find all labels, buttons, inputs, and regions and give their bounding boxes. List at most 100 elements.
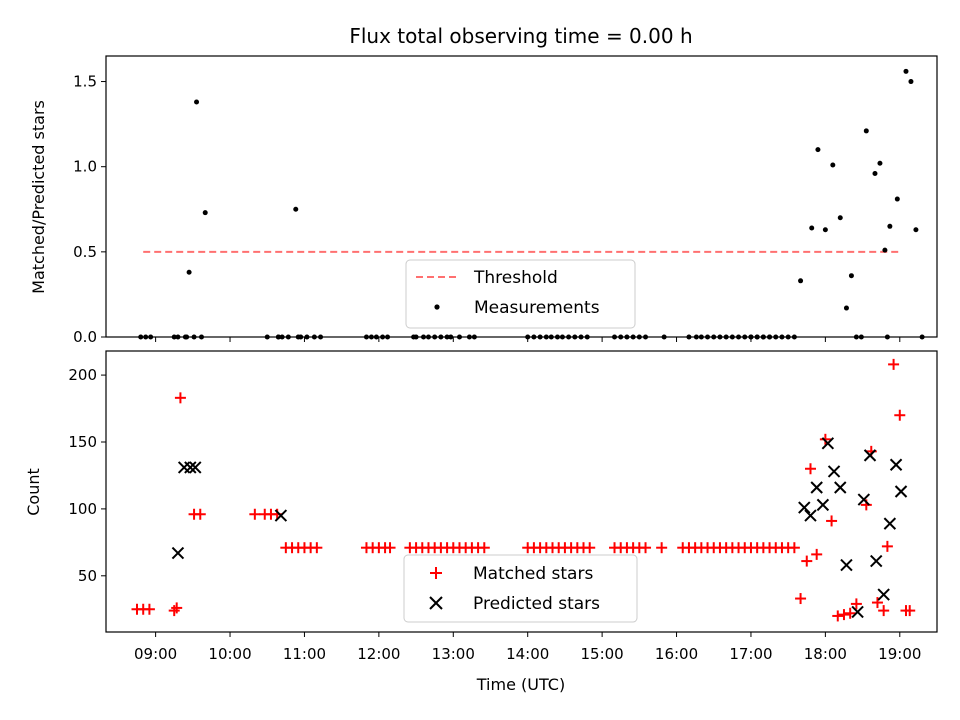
matched-star-point	[894, 409, 906, 421]
matched-star-point	[811, 548, 823, 560]
count-xtick-label: 13:00	[432, 645, 475, 663]
measurement-point	[903, 68, 909, 74]
measurement-point	[894, 196, 900, 202]
matched-star-point	[656, 542, 668, 554]
ratio-axes-frame	[105, 55, 938, 338]
predicted-star-point	[870, 554, 883, 568]
predicted-star-point	[184, 461, 197, 474]
count-xtick-label: 17:00	[729, 645, 772, 663]
count-y-ticks: 50 100 150 200	[68, 366, 106, 585]
matched-star-point	[819, 433, 831, 445]
measurement-point	[837, 215, 843, 221]
chart-title: Flux total observing time = 0.00 h	[349, 24, 692, 48]
matched-star-point	[844, 607, 856, 619]
measurement-point	[887, 223, 893, 229]
count-xtick-label: 11:00	[283, 645, 326, 663]
count-xtick-label: 16:00	[655, 645, 698, 663]
ratio-ytick-label: 0.5	[73, 243, 97, 261]
predicted-legend-label: Predicted stars	[473, 594, 600, 614]
matched-star-point	[171, 602, 183, 614]
matched-star-point	[640, 542, 652, 554]
matched-star-point	[174, 392, 186, 404]
measurement-point	[863, 128, 869, 134]
predicted-star-point	[804, 509, 817, 522]
measurements-legend-label: Measurements	[474, 298, 600, 318]
predicted-star-point	[889, 458, 903, 471]
predicted-star-point	[857, 493, 871, 506]
predicted-star-point	[274, 509, 288, 522]
measurement-point	[202, 210, 208, 216]
matched-star-point	[832, 610, 844, 622]
measurement-point	[815, 147, 821, 153]
predicted-legend-marker	[429, 596, 443, 610]
matched-star-point	[838, 609, 850, 621]
measurement-point	[913, 227, 919, 233]
predicted-star-point	[816, 498, 830, 512]
predicted-star-point	[827, 465, 841, 478]
ratio-plot-area	[138, 68, 925, 340]
ratio-ytick-label: 1.0	[73, 158, 97, 176]
matched-star-point	[384, 542, 396, 554]
count-xtick-label: 18:00	[804, 645, 847, 663]
measurement-point	[809, 225, 815, 231]
count-xtick-label: 12:00	[357, 645, 400, 663]
measurement-point	[186, 269, 192, 275]
predicted-star-point	[840, 558, 853, 572]
predicted-star-point	[894, 485, 908, 498]
predicted-star-point	[851, 605, 864, 619]
measurement-point	[798, 278, 804, 284]
matched-star-point	[904, 605, 916, 617]
measurement-point	[908, 79, 914, 85]
ratio-panel: Flux total observing time = 0.00 h 0.0 0.…	[29, 24, 938, 346]
count-ytick-label: 150	[68, 433, 97, 451]
predicted-star-point	[171, 546, 185, 560]
predicted-star-point	[821, 437, 835, 450]
ratio-legend: Threshold Measurements	[405, 259, 636, 329]
matched-star-point	[850, 598, 862, 610]
count-ytick-label: 200	[68, 366, 97, 384]
matched-legend-marker	[430, 567, 442, 579]
measurement-point	[822, 227, 828, 233]
matched-star-point	[871, 597, 883, 609]
count-xtick-label: 10:00	[208, 645, 251, 663]
count-ytick-label: 100	[68, 500, 97, 518]
x-axis-label: Time (UTC)	[476, 675, 565, 694]
measurement-point	[830, 162, 836, 168]
matched-star-point	[788, 542, 800, 554]
measurement-point	[194, 99, 200, 105]
matched-star-point	[311, 542, 323, 554]
predicted-star-point	[883, 517, 897, 530]
measurement-point	[882, 247, 888, 253]
matched-star-point	[878, 605, 890, 617]
measurement-point	[293, 206, 299, 212]
threshold-legend-label: Threshold	[473, 268, 558, 288]
time-x-ticks: 09:00 10:00 11:00 12:00 13:00 14:00 15:00 16:00…	[134, 337, 921, 663]
count-xtick-label: 14:00	[506, 645, 549, 663]
matched-star-point	[801, 555, 813, 567]
matched-star-point	[795, 593, 807, 605]
ratio-legend-box	[405, 259, 636, 329]
predicted-star-point	[834, 481, 847, 494]
matched-star-point	[168, 605, 180, 617]
predicted-star-point	[798, 501, 811, 514]
matched-star-point	[584, 542, 596, 554]
matched-star-point	[478, 542, 490, 554]
measurement-point	[877, 160, 883, 166]
measurement-point	[843, 305, 849, 311]
ratio-ytick-label: 0.0	[73, 328, 97, 346]
matched-legend-label: Matched stars	[473, 564, 593, 584]
count-y-axis-label: Count	[24, 468, 43, 516]
count-plot-area	[131, 358, 916, 622]
matched-star-point	[826, 515, 838, 527]
matched-star-point	[194, 508, 206, 520]
count-xtick-label: 15:00	[581, 645, 624, 663]
ratio-ytick-label: 1.5	[73, 73, 97, 91]
matched-star-point	[143, 603, 155, 615]
count-legend-box	[403, 554, 638, 623]
predicted-star-point	[810, 481, 823, 494]
predicted-star-point	[189, 461, 202, 474]
count-xtick-label: 09:00	[134, 645, 177, 663]
matched-star-point	[881, 540, 893, 552]
predicted-star-point	[877, 588, 890, 601]
